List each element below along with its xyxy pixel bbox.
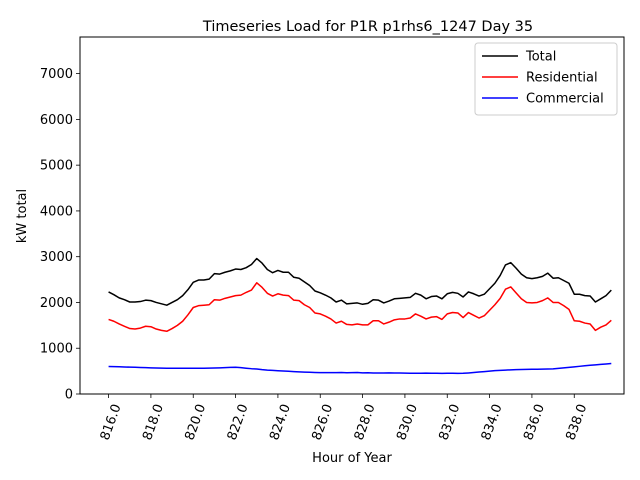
series-line-commercial — [108, 362, 612, 375]
series-line-residential — [108, 282, 612, 333]
x-axis: 816.0 818.0 820.0 822.0 824.0 826.0 828.0 830.0… — [98, 394, 590, 442]
x-tick-label: 820.0 — [182, 402, 209, 442]
plot-frame — [79, 36, 625, 395]
y-tick-label: 6000 — [40, 113, 73, 128]
x-tick-label: 836.0 — [521, 402, 548, 442]
x-tick-label: 832.0 — [436, 402, 463, 442]
x-tick-label: 816.0 — [98, 402, 125, 442]
legend-box — [474, 42, 618, 116]
y-tick-label: 3000 — [40, 250, 73, 265]
x-tick-label: 824.0 — [267, 402, 294, 442]
y-tick-label: 2000 — [40, 296, 73, 311]
y-tick-label: 7000 — [40, 67, 73, 82]
y-tick-label: 1000 — [40, 342, 73, 357]
y-axis: 0 1000 2000 3000 4000 5000 6000 7000 — [40, 67, 80, 403]
y-tick-label: 5000 — [40, 159, 73, 174]
x-tick-label: 830.0 — [394, 402, 421, 442]
legend: Total Residential Commercial — [474, 42, 618, 116]
x-tick-label: 826.0 — [309, 402, 336, 442]
x-tick-label: 822.0 — [225, 402, 252, 442]
y-axis-label: kW total — [15, 189, 30, 243]
legend-label-commercial: Commercial — [526, 92, 604, 107]
legend-entries: Total Residential Commercial — [482, 50, 604, 107]
y-tick-label: 4000 — [40, 204, 73, 219]
chart-title: Timeseries Load for P1R p1rhs6_1247 Day … — [202, 19, 533, 35]
y-tick-label: 0 — [65, 388, 73, 403]
x-axis-label: Hour of Year — [312, 451, 392, 466]
x-tick-label: 838.0 — [563, 402, 590, 442]
legend-label-total: Total — [525, 50, 556, 65]
series-layer — [108, 257, 612, 375]
x-tick-label: 818.0 — [140, 402, 167, 442]
legend-label-residential: Residential — [526, 71, 598, 86]
x-tick-label: 834.0 — [479, 402, 506, 442]
series-line-total — [108, 257, 612, 306]
x-tick-label: 828.0 — [352, 402, 379, 442]
